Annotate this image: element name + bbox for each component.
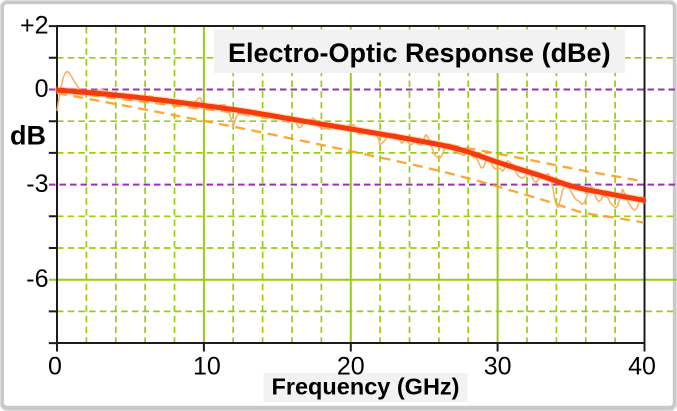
svg-text:10: 10 <box>193 353 221 381</box>
svg-text:0: 0 <box>35 75 49 103</box>
svg-text:dB: dB <box>10 121 46 151</box>
svg-text:20: 20 <box>337 353 365 381</box>
svg-text:Electro-Optic Response (dBe): Electro-Optic Response (dBe) <box>228 38 611 68</box>
svg-text:40: 40 <box>628 353 656 381</box>
svg-text:30: 30 <box>484 353 512 381</box>
svg-text:0: 0 <box>48 353 62 381</box>
svg-text:-3: -3 <box>26 170 48 198</box>
svg-text:-6: -6 <box>26 265 48 293</box>
svg-text:Frequency (GHz): Frequency (GHz) <box>271 374 459 400</box>
svg-text:+2: +2 <box>20 12 49 40</box>
